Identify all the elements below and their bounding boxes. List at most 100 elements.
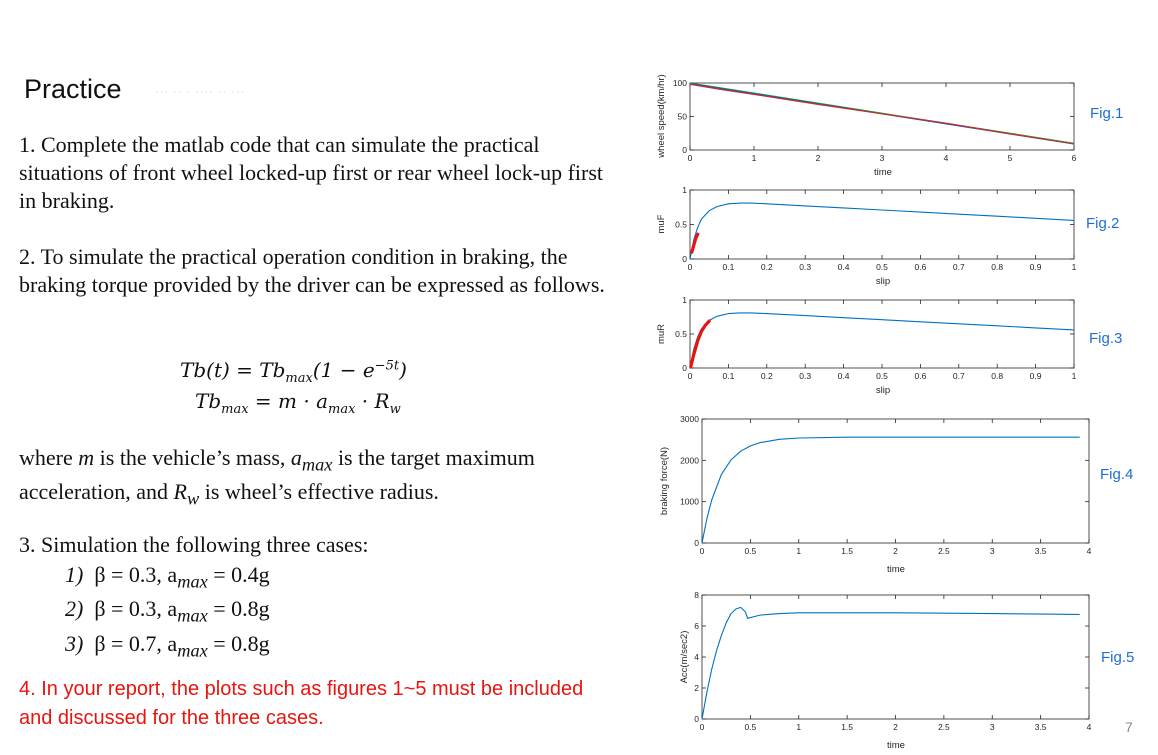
series-line-1 [689,82,1075,144]
y-axis-label: wheel speed(km/hr) [656,74,667,158]
x-axis-label: slip [876,276,890,287]
case-2-num: 2) [65,596,84,622]
series-line-1 [689,312,1075,369]
equation-2: Tbmax = m · amax · Rw [195,389,401,417]
x-tick-label: 0.8 [991,262,1003,272]
cases-list: 1) β = 0.3, amax = 0.4g 2) β = 0.3, amax… [65,561,270,664]
x-tick-label: 3 [880,153,885,163]
x-tick-label: 0.2 [761,371,773,381]
y-axis-label: muF [656,214,667,233]
item-4-text: 4. In your report, the plots such as fig… [19,678,584,729]
series-line-1 [701,436,1080,544]
case-1-beta: β = 0.3, a [94,562,178,587]
eq1-end: ) [399,358,407,382]
case-2-beta: β = 0.3, a [94,596,178,622]
x-tick-label: 0 [688,371,693,381]
x-tick-label: 0.5 [744,722,756,732]
x-tick-label: 0 [700,722,705,732]
x-tick-label: 1 [796,546,801,556]
case-2: 2) β = 0.3, amax = 0.8g [65,595,270,629]
y-tick-label: 0 [694,538,699,548]
x-tick-label: 0.5 [744,546,756,556]
x-tick-label: 0.9 [1030,371,1042,381]
item-1-text: 1. Complete the matlab code that can sim… [19,132,604,213]
y-tick-label: 3000 [680,414,699,424]
x-tick-label: 0.5 [876,371,888,381]
x-tick-label: 5 [1008,153,1013,163]
x-tick-label: 0.4 [838,371,850,381]
x-tick-label: 0.3 [799,371,811,381]
fig-label-4: Fig.4 [1100,466,1133,483]
case-1-sub: max [177,571,208,592]
eq1-sub: max [285,371,313,386]
x-tick-label: 0.5 [876,262,888,272]
fig-label-3: Fig.3 [1089,330,1122,347]
y-tick-label: 1000 [680,497,699,507]
x-tick-label: 0.9 [1030,262,1042,272]
x-axis-label: time [874,167,892,178]
slide-title: Practice [24,74,122,104]
y-tick-label: 0.5 [675,329,687,339]
x-tick-label: 0.1 [722,262,734,272]
eq2-sub3: w [389,402,401,417]
x-tick-label: 0.4 [838,262,850,272]
y-tick-label: 0 [682,363,687,373]
case-1: 1) β = 0.3, amax = 0.4g [65,561,270,595]
x-tick-label: 3.5 [1035,722,1047,732]
x-tick-label: 1 [1072,262,1077,272]
eq1-lhs: Tb(t) = Tb [180,358,286,382]
fig-label-1: Fig.1 [1090,105,1123,122]
y-axis-label: Acc(m/sec2) [679,631,690,684]
x-tick-label: 4 [1087,546,1092,556]
y-tick-label: 2000 [680,455,699,465]
case-3-sub: max [177,640,208,661]
where-text: where m is the vehicle’s mass, amax is t… [19,444,639,513]
y-axis-label: braking force(N) [659,447,670,515]
x-tick-label: 0.7 [953,371,965,381]
x-tick-label: 0 [688,262,693,272]
faded-subtitle-text: ··· ·· · ···· ·· ··· [155,86,246,98]
case-1-num: 1) [65,562,84,587]
case-3-val: = 0.8g [207,630,270,656]
x-tick-label: 0.3 [799,262,811,272]
eq1-rhs: (1 − e [312,358,375,382]
where-d: acceleration, and [19,479,174,505]
y-tick-label: 6 [694,621,699,631]
x-tick-label: 0 [688,153,693,163]
x-tick-label: 4 [1087,722,1092,732]
x-tick-label: 0.7 [953,262,965,272]
fig-label-5: Fig.5 [1101,649,1134,666]
x-tick-label: 0.2 [761,262,773,272]
x-tick-label: 2 [816,153,821,163]
x-tick-label: 2 [893,722,898,732]
where-e: is wheel’s effective radius. [199,479,439,505]
eq1-sup: −5t [374,358,400,374]
case-3: 3) β = 0.7, amax = 0.8g [65,630,270,664]
y-tick-label: 0 [694,714,699,724]
x-tick-label: 0.6 [914,371,926,381]
where-r-sub: w [186,488,200,509]
case-3-beta: β = 0.7, a [94,630,178,656]
eq2-lhs: Tb [195,389,222,413]
x-tick-label: 0.1 [722,371,734,381]
fig-label-2: Fig.2 [1086,215,1119,232]
x-tick-label: 3 [990,722,995,732]
plot-frame-3 [689,299,1075,369]
series-line-2 [690,232,700,254]
equation-1: Tb(t) = Tbmax(1 − e−5t) [180,358,407,386]
where-c: is the target maximum [332,445,535,470]
x-tick-label: 1 [796,722,801,732]
x-tick-label: 4 [944,153,949,163]
case-2-val: = 0.8g [207,596,270,622]
where-r: R [173,479,187,505]
plot-frame-2 [689,189,1075,260]
x-tick-label: 1 [1072,371,1077,381]
x-tick-label: 2 [893,546,898,556]
x-tick-label: 2.5 [938,722,950,732]
where-a: where [19,445,79,470]
item-2-text: 2. To simulate the practical operation c… [19,244,605,297]
case-1-val: = 0.4g [207,562,270,587]
y-tick-label: 0 [682,254,687,264]
x-tick-label: 0 [700,546,705,556]
